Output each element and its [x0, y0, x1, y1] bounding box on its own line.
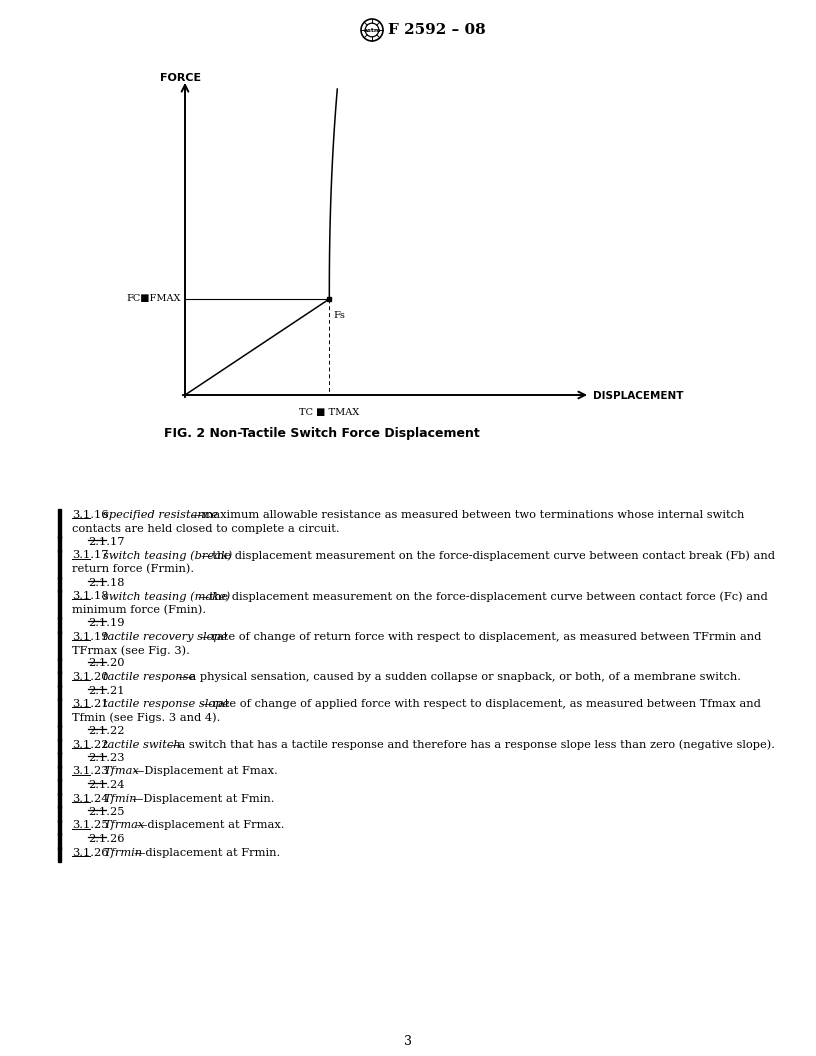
Text: 2.1.25: 2.1.25 [88, 807, 125, 817]
Text: tactile response slope: tactile response slope [103, 699, 229, 709]
Text: TC ■ TMAX: TC ■ TMAX [299, 408, 359, 417]
Bar [58, 590, 61, 619]
Bar [58, 509, 61, 538]
Text: —the displacement measurement on the force-displacement curve between contact br: —the displacement measurement on the for… [201, 550, 775, 561]
Text: 2.1.17: 2.1.17 [88, 538, 125, 547]
Text: TFrmax (see Fig. 3).: TFrmax (see Fig. 3). [72, 645, 190, 656]
Text: minimum force (Fmin).: minimum force (Fmin). [72, 604, 206, 615]
Bar [58, 684, 61, 700]
Bar [58, 847, 61, 862]
Bar [58, 536, 61, 551]
Text: —rate of change of return force with respect to displacement, as measured betwee: —rate of change of return force with res… [200, 631, 761, 641]
Text: specified resistance: specified resistance [103, 510, 218, 520]
Bar [58, 698, 61, 727]
Text: —maximum allowable resistance as measured between two terminations whose interna: —maximum allowable resistance as measure… [191, 510, 744, 520]
Text: Tfmax: Tfmax [103, 767, 139, 776]
Text: —displacement at Frmin.: —displacement at Frmin. [134, 848, 280, 857]
Text: 3.1.19: 3.1.19 [72, 631, 109, 641]
Text: DISPLACEMENT: DISPLACEMENT [593, 391, 684, 401]
Text: tactile switch: tactile switch [103, 739, 180, 750]
Text: —a switch that has a tactile response and therefore has a response slope less th: —a switch that has a tactile response an… [167, 739, 775, 750]
Bar [58, 658, 61, 673]
Text: 2.1.20: 2.1.20 [88, 659, 125, 668]
Text: 3.1.25: 3.1.25 [72, 821, 109, 830]
Bar [58, 806, 61, 822]
Bar [327, 297, 331, 301]
Bar [58, 792, 61, 808]
Text: FIG. 2 Non-Tactile Switch Force Displacement: FIG. 2 Non-Tactile Switch Force Displace… [164, 427, 479, 440]
Bar [58, 738, 61, 754]
Text: 2.1.24: 2.1.24 [88, 780, 125, 790]
Text: FORCE: FORCE [160, 73, 201, 83]
Text: switch teasing (make): switch teasing (make) [103, 591, 230, 602]
Text: Fs: Fs [333, 312, 345, 320]
Bar [58, 752, 61, 768]
Bar [58, 577, 61, 592]
Text: 3.1.26: 3.1.26 [72, 848, 109, 857]
Text: 3.1.24: 3.1.24 [72, 793, 109, 804]
Text: 2.1.22: 2.1.22 [88, 727, 125, 736]
Text: 3: 3 [404, 1035, 412, 1048]
Text: —Displacement at Fmax.: —Displacement at Fmax. [133, 767, 277, 776]
Bar [58, 617, 61, 633]
Text: 2.1.26: 2.1.26 [88, 834, 125, 844]
Text: 3.1.22: 3.1.22 [72, 739, 109, 750]
Text: 2.1.23: 2.1.23 [88, 753, 125, 763]
Text: —the displacement measurement on the force-displacement curve between contact fo: —the displacement measurement on the for… [198, 591, 768, 602]
Text: 3.1.23: 3.1.23 [72, 767, 109, 776]
Bar [58, 671, 61, 686]
Text: 3.1.16: 3.1.16 [72, 510, 109, 520]
Text: 3.1.21: 3.1.21 [72, 699, 109, 709]
Bar [58, 819, 61, 835]
Text: —rate of change of applied force with respect to displacement, as measured betwe: —rate of change of applied force with re… [201, 699, 761, 709]
Text: F 2592 – 08: F 2592 – 08 [388, 23, 486, 37]
Text: Tfmin: Tfmin [103, 793, 136, 804]
Text: 3.1.20: 3.1.20 [72, 672, 109, 682]
Text: 3.1.18: 3.1.18 [72, 591, 109, 601]
Bar [58, 630, 61, 660]
Text: return force (Frmin).: return force (Frmin). [72, 564, 194, 574]
Text: —Displacement at Fmin.: —Displacement at Fmin. [132, 793, 274, 804]
Bar [58, 725, 61, 740]
Text: astm: astm [363, 27, 381, 33]
Text: 2.1.19: 2.1.19 [88, 618, 125, 628]
Text: FC■FMAX: FC■FMAX [126, 295, 181, 303]
Text: Tfrmax: Tfrmax [103, 821, 144, 830]
Text: 2.1.21: 2.1.21 [88, 685, 125, 696]
Bar [58, 549, 61, 579]
Text: 2.1.18: 2.1.18 [88, 578, 125, 587]
Bar [58, 779, 61, 794]
Text: contacts are held closed to complete a circuit.: contacts are held closed to complete a c… [72, 524, 339, 533]
Text: tactile response: tactile response [103, 672, 195, 682]
Text: —displacement at Frmax.: —displacement at Frmax. [136, 821, 285, 830]
Text: Tfrmin: Tfrmin [103, 848, 142, 857]
Bar [58, 833, 61, 849]
Text: 3.1.17: 3.1.17 [72, 550, 109, 561]
Text: —a physical sensation, caused by a sudden collapse or snapback, or both, of a me: —a physical sensation, caused by a sudde… [178, 672, 741, 682]
Text: switch teasing (break): switch teasing (break) [103, 550, 233, 561]
Bar [58, 766, 61, 781]
Text: Tfmin (see Figs. 3 and 4).: Tfmin (see Figs. 3 and 4). [72, 713, 220, 723]
Text: tactile recovery slope: tactile recovery slope [103, 631, 228, 641]
